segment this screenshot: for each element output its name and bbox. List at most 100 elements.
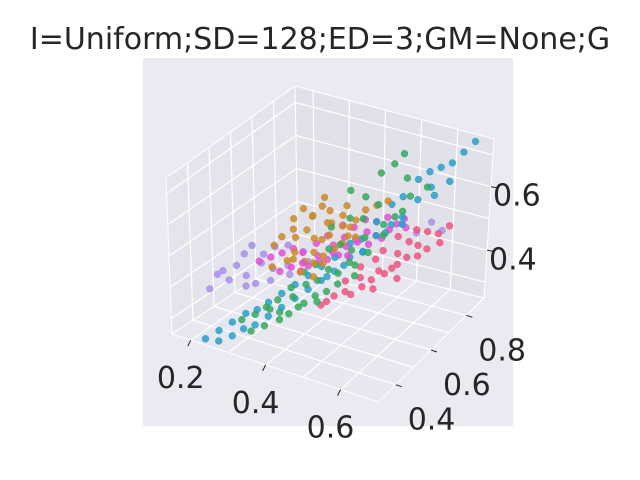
data-point (278, 289, 286, 298)
data-point (287, 263, 295, 271)
data-point (399, 193, 407, 201)
data-point (239, 325, 248, 333)
data-point (413, 226, 421, 234)
data-point (434, 230, 443, 238)
data-point (405, 238, 413, 246)
data-point (471, 137, 480, 146)
data-point (308, 212, 317, 220)
data-point (285, 310, 293, 318)
data-point (274, 296, 282, 304)
z-tick-mark (490, 186, 498, 189)
y-tick-label: 0.8 (478, 333, 526, 368)
data-point (345, 258, 353, 266)
data-point (267, 253, 275, 261)
data-point (228, 332, 236, 340)
data-point (446, 177, 454, 186)
data-point (426, 168, 434, 176)
data-point (341, 288, 349, 296)
data-point (414, 175, 423, 184)
data-point (264, 312, 272, 320)
data-point (294, 303, 302, 311)
data-point (350, 272, 359, 280)
grid-line-y (192, 319, 396, 386)
data-point (251, 321, 259, 329)
data-point (364, 240, 373, 248)
data-point (372, 218, 381, 226)
data-point (201, 335, 210, 343)
data-point (219, 267, 227, 275)
grid-line-z (166, 102, 296, 195)
data-point (325, 231, 333, 239)
data-point (232, 261, 241, 269)
grid-line-z (168, 168, 297, 257)
data-point (299, 204, 308, 213)
data-point (460, 148, 468, 156)
data-point (340, 261, 348, 269)
data-point (372, 231, 380, 240)
data-point (362, 193, 370, 201)
data-point (377, 169, 386, 177)
data-point (346, 214, 354, 222)
data-point (339, 211, 347, 219)
data-point (364, 248, 372, 257)
data-point (384, 213, 392, 221)
data-point (367, 276, 375, 284)
data-point (275, 315, 284, 324)
data-point (270, 241, 278, 249)
data-point (437, 163, 445, 171)
chart-title: I=Uniform;SD=128;ED=3;GM=None;G (30, 22, 610, 57)
data-point (347, 246, 356, 254)
data-point (213, 270, 221, 278)
data-point (423, 228, 432, 236)
y-tick-mark (466, 314, 473, 318)
data-point (286, 270, 294, 279)
data-point (299, 248, 307, 257)
data-point (318, 202, 326, 210)
data-point (400, 150, 409, 158)
data-point (313, 298, 321, 306)
data-point (423, 183, 432, 191)
data-point (403, 253, 411, 261)
y-tick-label: 0.6 (443, 368, 491, 403)
data-point (351, 233, 360, 241)
data-point (369, 285, 377, 293)
data-point (391, 213, 399, 221)
data-point (379, 231, 387, 239)
data-point (391, 160, 399, 168)
data-point (384, 197, 392, 205)
data-point (423, 245, 431, 253)
data-point (338, 222, 347, 230)
data-point (361, 206, 370, 214)
data-point (276, 308, 284, 316)
y-tick-mark (430, 349, 438, 353)
tick-labels: 0.20.40.6 0.40.60.80.40.6 (157, 179, 541, 446)
data-point (380, 220, 388, 229)
data-point (394, 249, 402, 258)
data-point (334, 280, 342, 288)
x-tick-mark (262, 364, 267, 372)
data-point (445, 222, 454, 230)
tick-marks (187, 186, 498, 396)
data-point (320, 193, 329, 202)
x-tick-label: 0.6 (307, 411, 355, 446)
data-point (240, 250, 248, 258)
data-point (268, 263, 276, 271)
data-point (215, 337, 223, 345)
data-point (291, 248, 299, 256)
z-tick-label: 0.6 (493, 179, 541, 214)
data-point (276, 267, 284, 276)
data-point (414, 196, 422, 204)
data-point (298, 259, 307, 267)
data-point (266, 305, 274, 313)
data-point (319, 252, 327, 260)
data-point (289, 225, 298, 233)
data-point (278, 249, 286, 257)
data-point (289, 255, 297, 263)
data-point (414, 241, 422, 249)
data-point (388, 264, 396, 272)
data-point (341, 277, 350, 285)
x-tick-label: 0.4 (232, 386, 280, 421)
data-point (283, 256, 291, 265)
data-point (394, 232, 402, 241)
data-point (266, 276, 275, 285)
